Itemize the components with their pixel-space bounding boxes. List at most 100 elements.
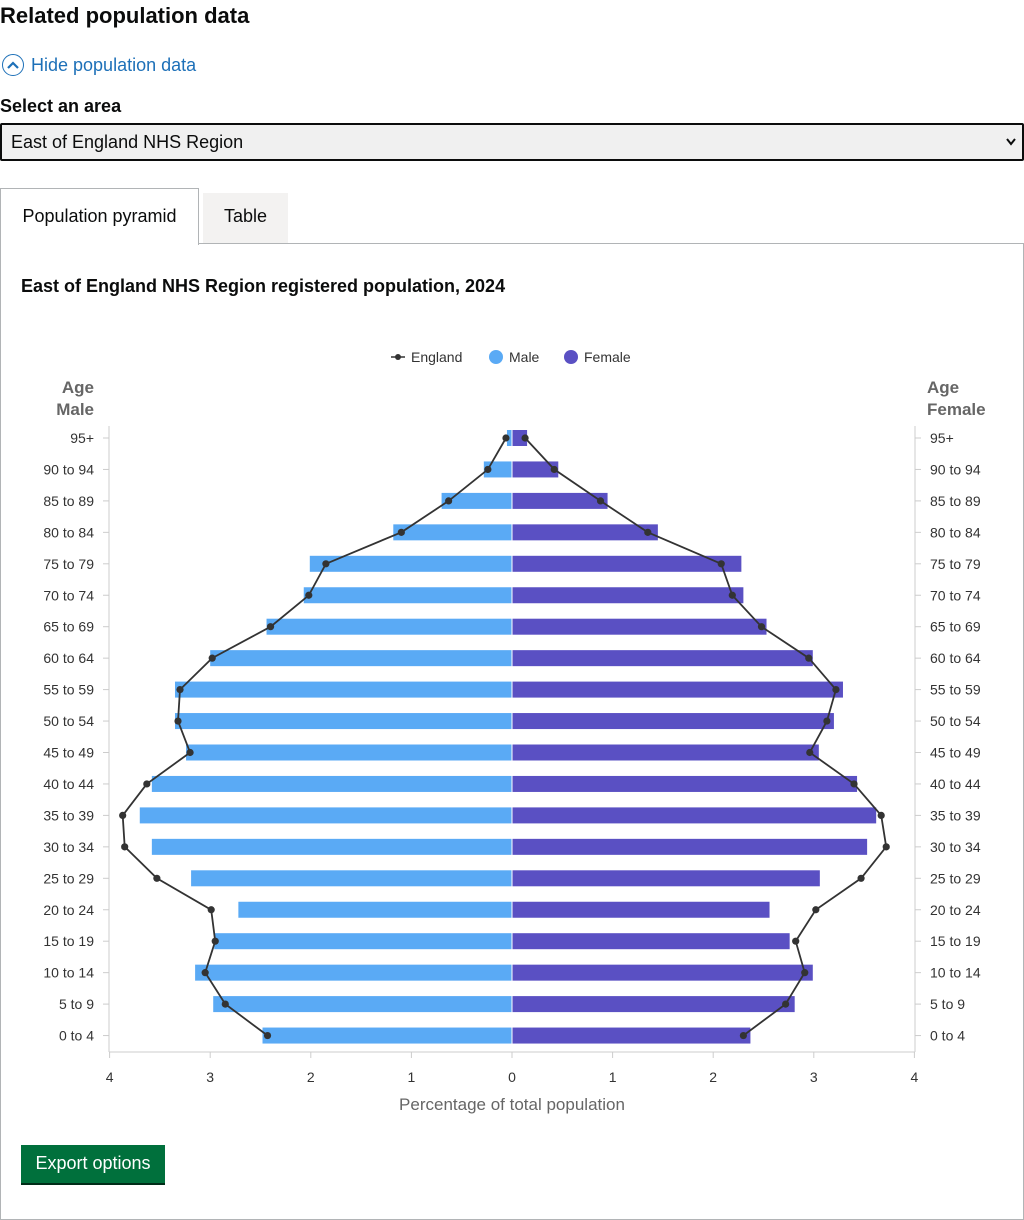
- england-female-point: [717, 560, 725, 568]
- left-category-label: 5 to 9: [59, 996, 94, 1012]
- male-bar: [214, 933, 512, 950]
- england-female-point: [805, 654, 813, 662]
- select-area-label: Select an area: [0, 96, 122, 116]
- left-axis-title-line: Age: [62, 378, 94, 397]
- england-female-point: [877, 811, 885, 819]
- left-category-label: 55 to 59: [43, 682, 94, 698]
- right-category-label: 0 to 4: [930, 1028, 965, 1044]
- left-category-label: 90 to 94: [43, 461, 94, 477]
- england-female-point: [850, 780, 858, 788]
- england-male-point: [445, 497, 453, 505]
- x-tick-label: 3: [206, 1069, 214, 1085]
- england-male-point: [121, 843, 129, 851]
- right-category-label: 35 to 39: [930, 807, 981, 823]
- legend-england-label: England: [411, 349, 462, 365]
- left-category-label: 35 to 39: [43, 807, 94, 823]
- left-category-label: 70 to 74: [43, 587, 94, 603]
- x-tick-label: 1: [609, 1069, 617, 1085]
- male-bar: [195, 964, 513, 981]
- tab-table[interactable]: Table: [203, 193, 288, 243]
- right-category-label: 60 to 64: [930, 650, 981, 666]
- female-bar: [512, 461, 559, 478]
- england-female-point: [823, 717, 831, 725]
- toggle-label: Hide population data: [31, 54, 197, 75]
- legend-female-label: Female: [584, 349, 631, 365]
- england-male-point: [153, 874, 161, 882]
- england-female-point: [812, 906, 820, 914]
- right-category-label: 70 to 74: [930, 587, 981, 603]
- england-female-point: [644, 528, 652, 536]
- england-female-point: [550, 465, 558, 474]
- right-category-label: 40 to 44: [930, 776, 981, 792]
- left-category-label: 65 to 69: [43, 619, 94, 635]
- female-bar: [512, 1027, 751, 1044]
- left-category-label: 10 to 14: [43, 965, 94, 981]
- england-male-point: [174, 717, 182, 725]
- england-male-point: [201, 969, 209, 977]
- section-heading: Related population data: [0, 3, 250, 28]
- england-female-point: [728, 591, 736, 599]
- x-tick-label: 2: [709, 1069, 717, 1085]
- england-male-point: [502, 434, 510, 442]
- export-options-button[interactable]: Export options: [21, 1145, 165, 1183]
- england-female-point: [782, 1000, 790, 1008]
- legend-male-label: Male: [509, 349, 540, 365]
- england-female-line: [524, 437, 888, 1037]
- female-bar: [512, 618, 767, 635]
- tab-population-pyramid[interactable]: Population pyramid: [0, 188, 199, 245]
- england-male-point: [221, 1000, 229, 1008]
- female-bar: [512, 555, 742, 572]
- x-tick-label: 3: [810, 1069, 818, 1085]
- england-male-point: [322, 560, 330, 568]
- england-male-point: [143, 780, 151, 788]
- right-category-label: 30 to 34: [930, 839, 981, 855]
- x-tick-label: 4: [911, 1069, 919, 1085]
- right-category-label: 25 to 29: [930, 870, 981, 886]
- england-female-point: [739, 1031, 747, 1040]
- male-bar: [191, 870, 512, 887]
- right-category-label: 55 to 59: [930, 682, 981, 698]
- male-bar: [186, 744, 512, 761]
- female-bar: [512, 870, 820, 887]
- england-female-point: [806, 748, 814, 757]
- right-category-label: 15 to 19: [930, 933, 981, 949]
- female-bar: [512, 430, 528, 446]
- male-bar: [238, 901, 513, 918]
- england-male-point: [305, 591, 313, 599]
- male-bar: [393, 524, 512, 541]
- left-category-label: 80 to 84: [43, 524, 94, 540]
- female-bar: [512, 996, 795, 1013]
- right-category-label: 10 to 14: [930, 965, 981, 981]
- male-bar: [151, 775, 513, 792]
- female-bar: [512, 650, 813, 667]
- x-tick-label: 0: [508, 1069, 516, 1085]
- male-bar: [210, 650, 512, 667]
- male-bar: [303, 587, 512, 604]
- female-bar: [512, 713, 834, 730]
- england-male-point: [211, 937, 219, 945]
- left-category-label: 95+: [70, 430, 94, 446]
- england-male-point: [176, 686, 184, 694]
- left-category-label: 20 to 24: [43, 902, 94, 918]
- area-select[interactable]: East of England NHS Region: [0, 123, 1024, 161]
- england-female-point: [596, 497, 605, 505]
- right-category-label: 85 to 89: [930, 493, 981, 509]
- england-female-point: [857, 874, 865, 882]
- right-category-label: 45 to 49: [930, 745, 981, 761]
- england-female-point: [792, 937, 800, 945]
- female-bar: [512, 838, 868, 855]
- legend-male-marker: [489, 350, 503, 364]
- left-category-label: 40 to 44: [43, 776, 94, 792]
- male-bar: [151, 838, 513, 855]
- area-select-value: East of England NHS Region: [11, 132, 244, 152]
- female-bar: [512, 933, 790, 950]
- right-category-label: 90 to 94: [930, 461, 981, 477]
- left-category-label: 60 to 64: [43, 650, 94, 666]
- male-bar: [213, 996, 512, 1013]
- male-bar: [139, 807, 512, 824]
- left-category-label: 25 to 29: [43, 870, 94, 886]
- left-category-label: 15 to 19: [43, 933, 94, 949]
- hide-population-data-toggle[interactable]: Hide population data: [2, 54, 196, 76]
- right-category-label: 95+: [930, 430, 954, 446]
